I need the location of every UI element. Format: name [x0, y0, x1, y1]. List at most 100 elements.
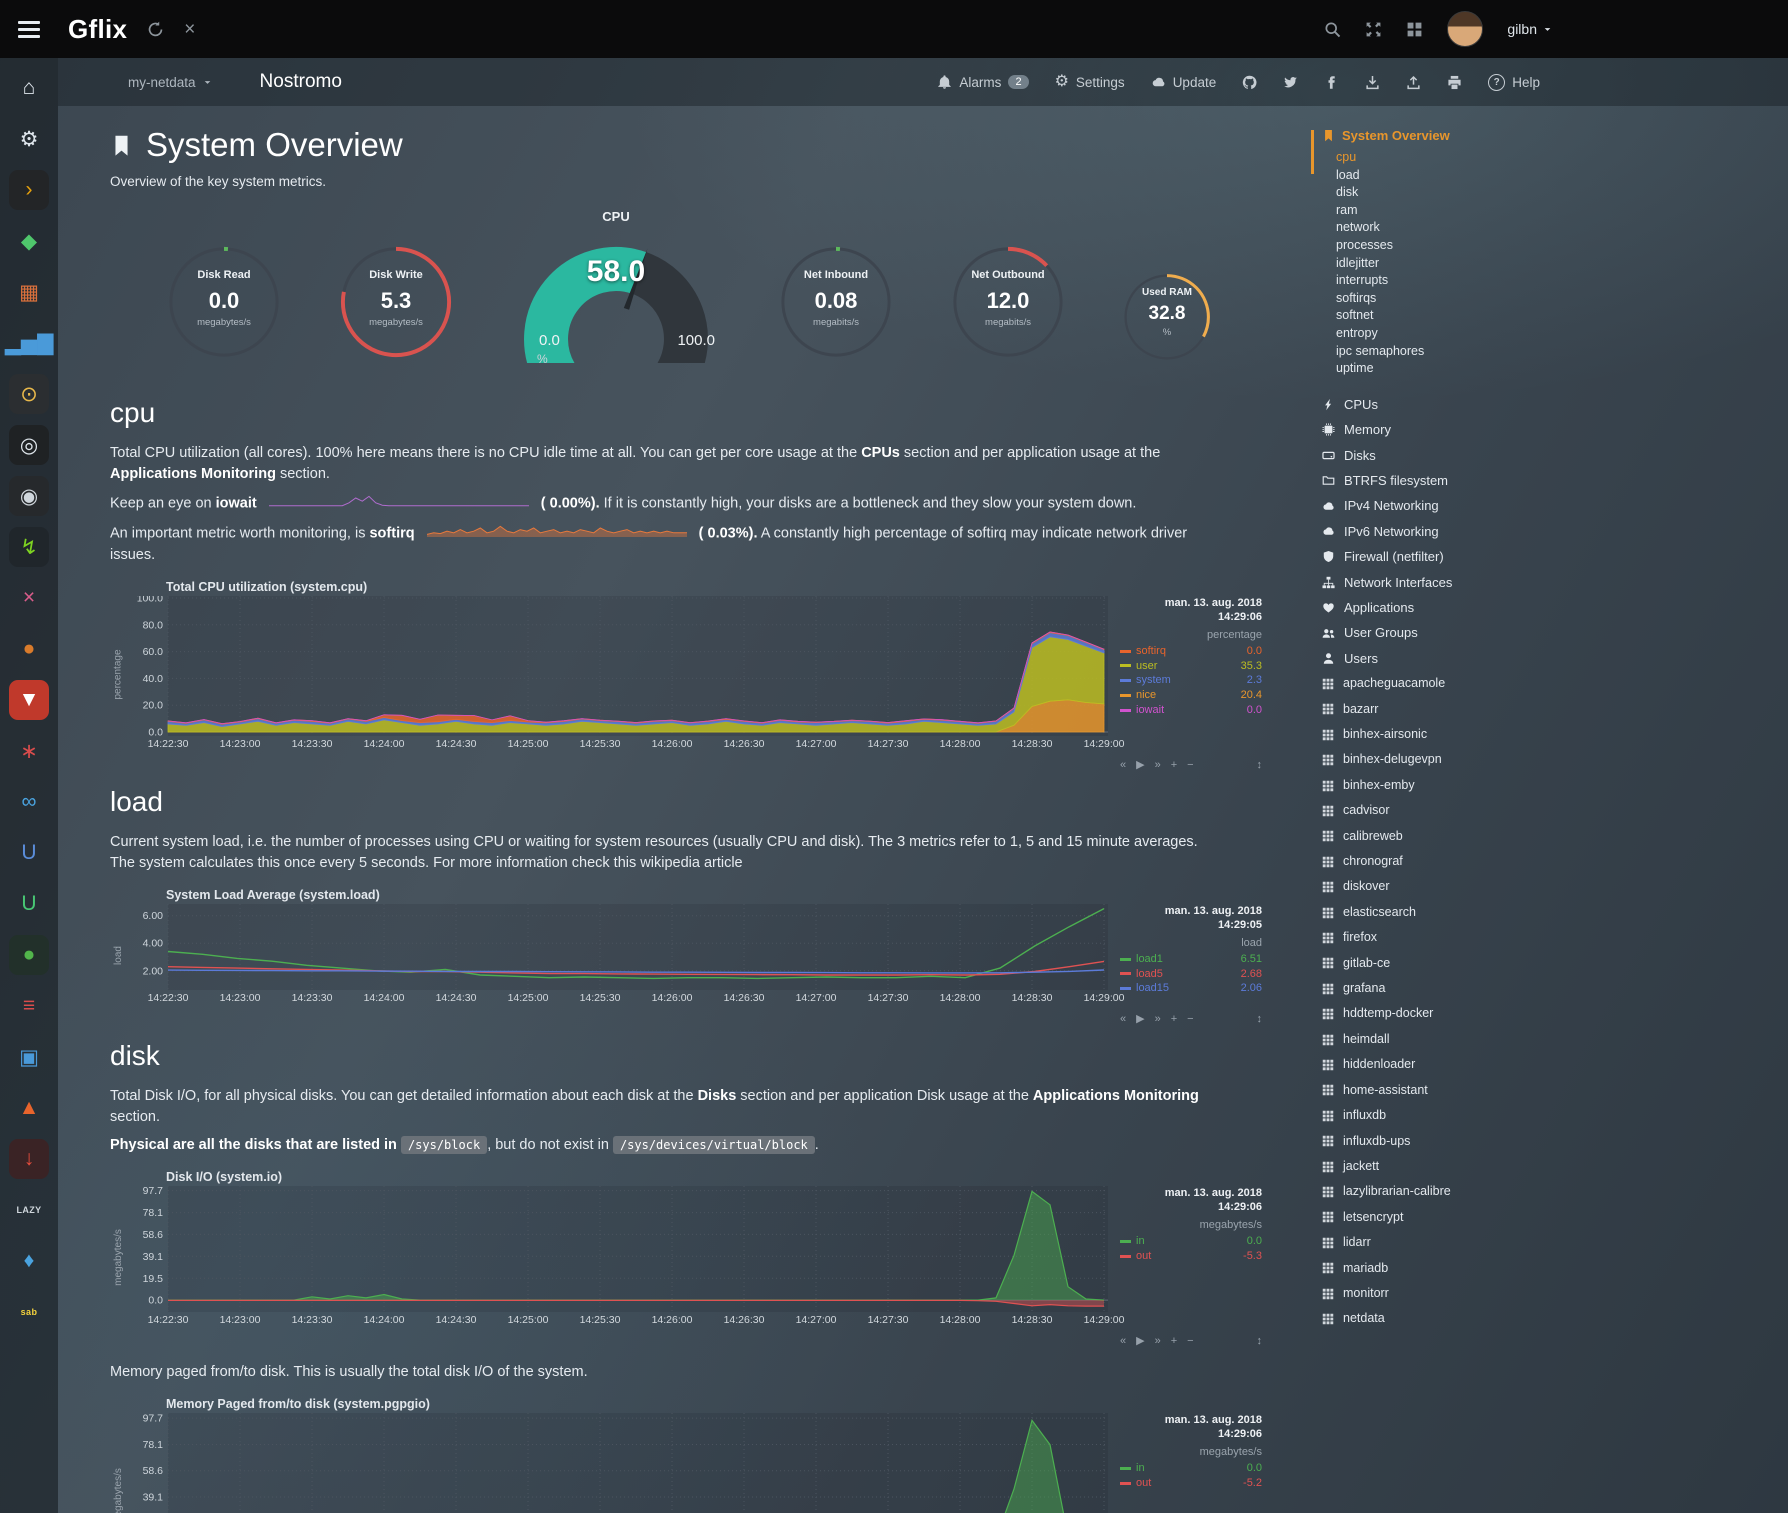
menu-item-softnet[interactable]: softnet	[1336, 308, 1374, 323]
legend-out[interactable]: out -5.3	[1120, 1249, 1262, 1264]
pan-right-button[interactable]: »	[1154, 1334, 1161, 1347]
menu-app-calibreweb[interactable]: calibreweb	[1322, 824, 1574, 849]
search-icon[interactable]	[1324, 21, 1341, 38]
legend-out[interactable]: out -5.2	[1120, 1476, 1262, 1491]
gauge-disk-read[interactable]: Disk Read 0.0 megabytes/s	[165, 237, 283, 365]
chart-plot[interactable]: 100.0 80.0 60.0 40.0 20.0 0.0 14:22:30 14:23:00…	[126, 596, 1124, 752]
menu-icon[interactable]	[18, 20, 40, 38]
menu-app-elasticsearch[interactable]: elasticsearch	[1322, 900, 1574, 925]
menu-app-cadvisor[interactable]: cadvisor	[1322, 798, 1574, 823]
app-icon-15[interactable]: ●	[9, 935, 49, 975]
pan-right-button[interactable]: »	[1154, 758, 1161, 771]
menu-app-binhex-emby[interactable]: binhex-emby	[1322, 773, 1574, 798]
zoom-in-button[interactable]: +	[1170, 1334, 1178, 1347]
gitlab-icon[interactable]: ▲	[18, 1096, 40, 1119]
app-icon-13[interactable]: U	[21, 841, 37, 864]
legend-in[interactable]: in 0.0	[1120, 1461, 1262, 1476]
play-button[interactable]: ▶	[1136, 1013, 1145, 1026]
app-icon-1[interactable]: ◆	[20, 229, 38, 253]
legend-load15[interactable]: load15 2.06	[1120, 981, 1262, 996]
pan-left-button[interactable]: «	[1120, 1334, 1127, 1347]
gauge-net-inbound[interactable]: Net Inbound 0.08 megabits/s	[777, 237, 895, 365]
menu-section-memory[interactable]: Memory	[1322, 417, 1574, 442]
gauge-disk-write[interactable]: Disk Write 5.3 megabytes/s	[337, 237, 455, 365]
menu-item-cpu[interactable]: cpu	[1336, 150, 1357, 164]
zoom-in-button[interactable]: +	[1170, 1012, 1178, 1025]
menu-app-netdata[interactable]: netdata	[1322, 1306, 1574, 1331]
menu-item-idlejitter[interactable]: idlejitter	[1336, 255, 1380, 270]
resize-handle[interactable]: ↕	[1256, 758, 1263, 771]
app-icon-16[interactable]: ≡	[22, 994, 36, 1017]
softirq-sparkline[interactable]	[426, 522, 687, 545]
app-icon-14[interactable]: U	[21, 892, 37, 915]
menu-section-applications[interactable]: Applications	[1322, 595, 1574, 620]
github-icon[interactable]	[1242, 75, 1257, 90]
resize-handle[interactable]: ↕	[1256, 1012, 1263, 1025]
app-icon-17[interactable]: ▣	[19, 1045, 39, 1069]
menu-section-user-groups[interactable]: User Groups	[1322, 620, 1574, 645]
app-icon-9[interactable]: ●	[22, 637, 36, 660]
zoom-out-button[interactable]: −	[1187, 1334, 1194, 1347]
refresh-tab-icon[interactable]	[147, 21, 164, 38]
home-icon[interactable]: ⌂	[22, 76, 36, 99]
gauge-net-outbound[interactable]: Net Outbound 12.0 megabits/s	[949, 237, 1067, 365]
gauge-cpu[interactable]: CPU 58.0 0.0 100.0%	[509, 209, 723, 366]
facebook-icon[interactable]	[1324, 75, 1339, 90]
legend-user[interactable]: user 35.3	[1120, 659, 1262, 674]
menu-item-ram[interactable]: ram	[1336, 202, 1358, 217]
play-button[interactable]: ▶	[1136, 1335, 1145, 1348]
menu-app-influxdb[interactable]: influxdb	[1322, 1103, 1574, 1128]
app-icon-4[interactable]: ⊙	[9, 374, 49, 414]
pan-right-button[interactable]: »	[1154, 1012, 1161, 1025]
app-icon-11[interactable]: ∗	[20, 739, 38, 763]
menu-app-gitlab-ce[interactable]: gitlab-ce	[1322, 951, 1574, 976]
lazylibrarian-icon[interactable]: LAZY	[16, 1205, 42, 1215]
app-icon-8[interactable]: ×	[22, 586, 36, 609]
settings-icon[interactable]: ⚙	[19, 127, 39, 151]
pan-left-button[interactable]: «	[1120, 758, 1127, 771]
app-icon-7[interactable]: ↯	[9, 527, 49, 567]
menu-app-chronograf[interactable]: chronograf	[1322, 849, 1574, 874]
export-icon[interactable]	[1406, 75, 1421, 90]
legend-load1[interactable]: load1 6.51	[1120, 952, 1262, 967]
menu-item-network[interactable]: network	[1336, 220, 1380, 235]
menu-item-load[interactable]: load	[1336, 167, 1360, 182]
menu-item-uptime[interactable]: uptime	[1336, 361, 1374, 376]
legend-system[interactable]: system 2.3	[1120, 673, 1262, 688]
menu-app-hddtemp-docker[interactable]: hddtemp-docker	[1322, 1001, 1574, 1026]
menu-app-influxdb-ups[interactable]: influxdb-ups	[1322, 1129, 1574, 1154]
close-tab-icon[interactable]: ×	[184, 18, 196, 40]
menu-section-ipv4-networking[interactable]: IPv4 Networking	[1322, 493, 1574, 518]
menu-app-heimdall[interactable]: heimdall	[1322, 1027, 1574, 1052]
menu-app-lazylibrarian-calibre[interactable]: lazylibrarian-calibre	[1322, 1179, 1574, 1204]
menu-section-ipv6-networking[interactable]: IPv6 Networking	[1322, 519, 1574, 544]
menu-item-entropy[interactable]: entropy	[1336, 325, 1378, 340]
iowait-sparkline[interactable]	[268, 492, 529, 515]
fullscreen-icon[interactable]	[1365, 21, 1382, 38]
zoom-out-button[interactable]: −	[1187, 758, 1194, 771]
twitter-icon[interactable]	[1283, 75, 1298, 90]
menu-app-binhex-delugevpn[interactable]: binhex-delugevpn	[1322, 747, 1574, 772]
chart-plot[interactable]: 6.00 4.00 2.00 14:22:30 14:23:00 14:23:30 14:2…	[126, 904, 1124, 1006]
legend-in[interactable]: in 0.0	[1120, 1234, 1262, 1249]
menu-app-mariadb[interactable]: mariadb	[1322, 1256, 1574, 1281]
help-button[interactable]: ? Help	[1488, 73, 1540, 91]
settings-button[interactable]: ⚙ Settings	[1054, 73, 1125, 90]
app-icon-18[interactable]: ↓	[9, 1139, 49, 1179]
menu-app-jackett[interactable]: jackett	[1322, 1154, 1574, 1179]
legend-softirq[interactable]: softirq 0.0	[1120, 644, 1262, 659]
app-icon-2[interactable]: ▦	[19, 280, 39, 304]
menu-app-letsencrypt[interactable]: letsencrypt	[1322, 1205, 1574, 1230]
menu-section-cpus[interactable]: CPUs	[1322, 392, 1574, 417]
menu-app-grafana[interactable]: grafana	[1322, 976, 1574, 1001]
alarms-button[interactable]: Alarms 2	[937, 75, 1029, 90]
print-icon[interactable]	[1447, 75, 1462, 90]
menu-app-diskover[interactable]: diskover	[1322, 874, 1574, 899]
menu-system-overview[interactable]: System Overview	[1322, 128, 1574, 143]
legend-load5[interactable]: load5 2.68	[1120, 967, 1262, 982]
avatar[interactable]	[1447, 11, 1484, 47]
gauge-used-ram[interactable]: Used RAM 32.8%	[1121, 263, 1213, 365]
user-menu[interactable]: gilbn	[1507, 21, 1552, 37]
app-icon-19[interactable]: ♦	[23, 1249, 35, 1272]
update-button[interactable]: Update	[1151, 75, 1216, 90]
